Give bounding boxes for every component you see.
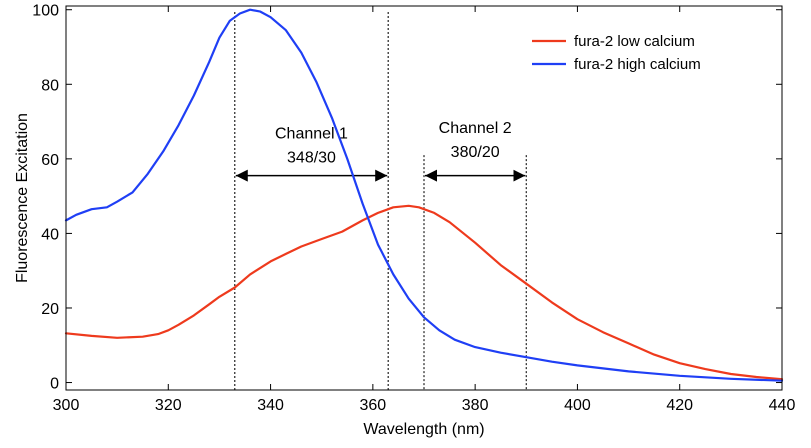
x-tick-label: 360 [360,397,387,414]
series-line-1 [64,8,784,382]
x-tick-label: 300 [53,397,80,414]
x-tick-label: 400 [564,397,591,414]
y-tick-label: 80 [41,77,59,94]
channel-filter-spec: 380/20 [451,144,500,161]
plot-frame [65,5,783,391]
y-tick-label: 0 [50,376,59,393]
channel-filter-spec: 348/30 [287,150,336,167]
channel-label: Channel 2 [439,120,512,137]
legend: fura-2 low calcium fura-2 high calcium [532,33,701,73]
legend-label: fura-2 high calcium [574,56,701,73]
channel-annotations: Channel 1 348/30 Channel 2 380/20 [234,12,527,390]
x-tick-label: 320 [155,397,182,414]
x-tick-label: 380 [462,397,489,414]
y-tick-label: 40 [41,226,59,243]
y-tick-label: 20 [41,301,59,318]
x-tick-label: 340 [257,397,284,414]
x-tick-label: 440 [769,397,796,414]
y-tick-label: 60 [41,152,59,169]
channel-label: Channel 1 [275,125,348,142]
series-line-0 [64,204,784,381]
x-tick-label: 420 [666,397,693,414]
legend-label: fura-2 low calcium [574,33,695,50]
series-layer [64,8,784,382]
axis-layer: 300 320 340 360 380 400 420 440 0 20 40 60 80 100 [32,3,795,414]
y-tick-label: 100 [32,3,59,20]
y-axis-title: Fluorescence Excitation [14,113,31,283]
x-axis-title: Wavelength (nm) [363,421,484,438]
